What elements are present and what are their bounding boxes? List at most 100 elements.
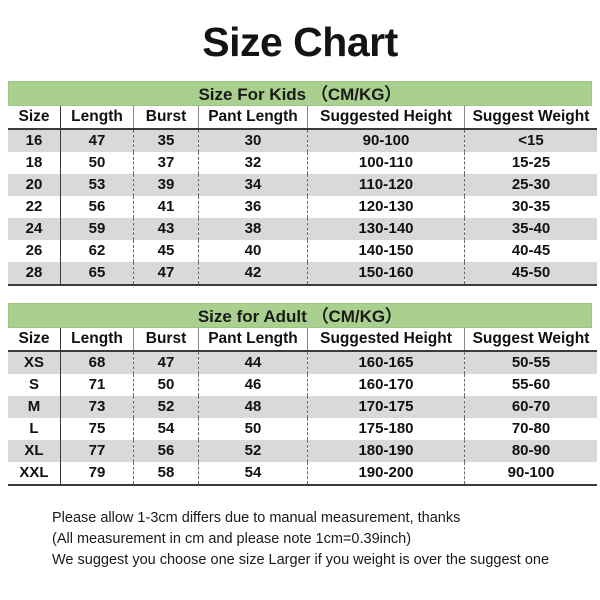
cell-suggested-height: 190-200: [307, 462, 465, 486]
table-row: 16 47 35 30 90-100 <15: [8, 129, 597, 152]
column-header-pant-length: Pant Length: [198, 328, 308, 352]
table-header-row: Size Length Burst Pant Length Suggested …: [8, 328, 597, 352]
table-row: 28 65 47 42 150-160 45-50: [8, 262, 597, 286]
cell-pant-length: 36: [198, 196, 308, 218]
cell-suggested-height: 120-130: [307, 196, 465, 218]
cell-size: 28: [8, 262, 61, 286]
cell-size: XS: [8, 351, 61, 374]
cell-length: 53: [60, 174, 134, 196]
cell-pant-length: 52: [198, 440, 308, 462]
cell-length: 59: [60, 218, 134, 240]
cell-suggest-weight: 40-45: [464, 240, 597, 262]
cell-suggested-height: 175-180: [307, 418, 465, 440]
cell-size: XXL: [8, 462, 61, 486]
column-header-size: Size: [8, 106, 61, 130]
measurement-notes: Please allow 1-3cm differs due to manual…: [0, 508, 600, 571]
cell-burst: 50: [133, 374, 199, 396]
cell-size: S: [8, 374, 61, 396]
column-header-pant-length: Pant Length: [198, 106, 308, 130]
cell-burst: 35: [133, 129, 199, 152]
cell-suggest-weight: 25-30: [464, 174, 597, 196]
table-row: M 73 52 48 170-175 60-70: [8, 396, 597, 418]
column-header-suggest-weight: Suggest Weight: [464, 106, 597, 130]
cell-suggest-weight: 45-50: [464, 262, 597, 286]
cell-pant-length: 42: [198, 262, 308, 286]
cell-suggested-height: 160-170: [307, 374, 465, 396]
cell-pant-length: 34: [198, 174, 308, 196]
kids-size-table: Size Length Burst Pant Length Suggested …: [8, 106, 597, 286]
cell-pant-length: 46: [198, 374, 308, 396]
note-line: Please allow 1-3cm differs due to manual…: [52, 510, 461, 526]
cell-suggested-height: 180-190: [307, 440, 465, 462]
column-header-size: Size: [8, 328, 61, 352]
cell-suggested-height: 100-110: [307, 152, 465, 174]
cell-pant-length: 38: [198, 218, 308, 240]
adult-size-table: Size Length Burst Pant Length Suggested …: [8, 328, 597, 486]
cell-burst: 52: [133, 396, 199, 418]
cell-suggest-weight: 60-70: [464, 396, 597, 418]
cell-size: XL: [8, 440, 61, 462]
cell-suggested-height: 170-175: [307, 396, 465, 418]
column-header-suggested-height: Suggested Height: [307, 328, 465, 352]
cell-size: 22: [8, 196, 61, 218]
cell-pant-length: 48: [198, 396, 308, 418]
cell-suggested-height: 160-165: [307, 351, 465, 374]
cell-suggested-height: 150-160: [307, 262, 465, 286]
cell-burst: 37: [133, 152, 199, 174]
table-row: 20 53 39 34 110-120 25-30: [8, 174, 597, 196]
cell-size: 18: [8, 152, 61, 174]
column-header-length: Length: [60, 106, 134, 130]
cell-burst: 41: [133, 196, 199, 218]
cell-length: 65: [60, 262, 134, 286]
cell-suggest-weight: 70-80: [464, 418, 597, 440]
cell-length: 68: [60, 351, 134, 374]
cell-length: 79: [60, 462, 134, 486]
cell-length: 71: [60, 374, 134, 396]
note-line: We suggest you choose one size Larger if…: [52, 552, 550, 568]
kids-table-banner: Size For Kids （CM/KG）: [8, 81, 592, 106]
cell-size: 20: [8, 174, 61, 196]
table-header-row: Size Length Burst Pant Length Suggested …: [8, 106, 597, 130]
cell-suggested-height: 110-120: [307, 174, 465, 196]
cell-length: 73: [60, 396, 134, 418]
cell-pant-length: 44: [198, 351, 308, 374]
table-spacer: [0, 286, 600, 303]
cell-length: 77: [60, 440, 134, 462]
cell-suggest-weight: 35-40: [464, 218, 597, 240]
cell-pant-length: 50: [198, 418, 308, 440]
cell-suggest-weight: 50-55: [464, 351, 597, 374]
cell-burst: 43: [133, 218, 199, 240]
table-row: L 75 54 50 175-180 70-80: [8, 418, 597, 440]
cell-pant-length: 40: [198, 240, 308, 262]
column-header-length: Length: [60, 328, 134, 352]
column-header-burst: Burst: [133, 328, 199, 352]
cell-length: 75: [60, 418, 134, 440]
cell-size: 16: [8, 129, 61, 152]
cell-size: M: [8, 396, 61, 418]
cell-suggest-weight: <15: [464, 129, 597, 152]
table-row: S 71 50 46 160-170 55-60: [8, 374, 597, 396]
cell-burst: 54: [133, 418, 199, 440]
table-row: 24 59 43 38 130-140 35-40: [8, 218, 597, 240]
table-row: 26 62 45 40 140-150 40-45: [8, 240, 597, 262]
note-line: (All measurement in cm and please note 1…: [52, 531, 412, 547]
cell-burst: 47: [133, 262, 199, 286]
cell-length: 62: [60, 240, 134, 262]
cell-burst: 47: [133, 351, 199, 374]
cell-length: 47: [60, 129, 134, 152]
kids-size-table-block: Size For Kids （CM/KG） Size Length Burst …: [8, 81, 597, 286]
cell-suggest-weight: 30-35: [464, 196, 597, 218]
cell-burst: 56: [133, 440, 199, 462]
cell-suggested-height: 130-140: [307, 218, 465, 240]
cell-size: L: [8, 418, 61, 440]
cell-suggested-height: 140-150: [307, 240, 465, 262]
cell-burst: 45: [133, 240, 199, 262]
table-row: XXL 79 58 54 190-200 90-100: [8, 462, 597, 486]
cell-pant-length: 54: [198, 462, 308, 486]
cell-size: 26: [8, 240, 61, 262]
column-header-suggest-weight: Suggest Weight: [464, 328, 597, 352]
cell-burst: 39: [133, 174, 199, 196]
table-row: XL 77 56 52 180-190 80-90: [8, 440, 597, 462]
table-row: XS 68 47 44 160-165 50-55: [8, 351, 597, 374]
